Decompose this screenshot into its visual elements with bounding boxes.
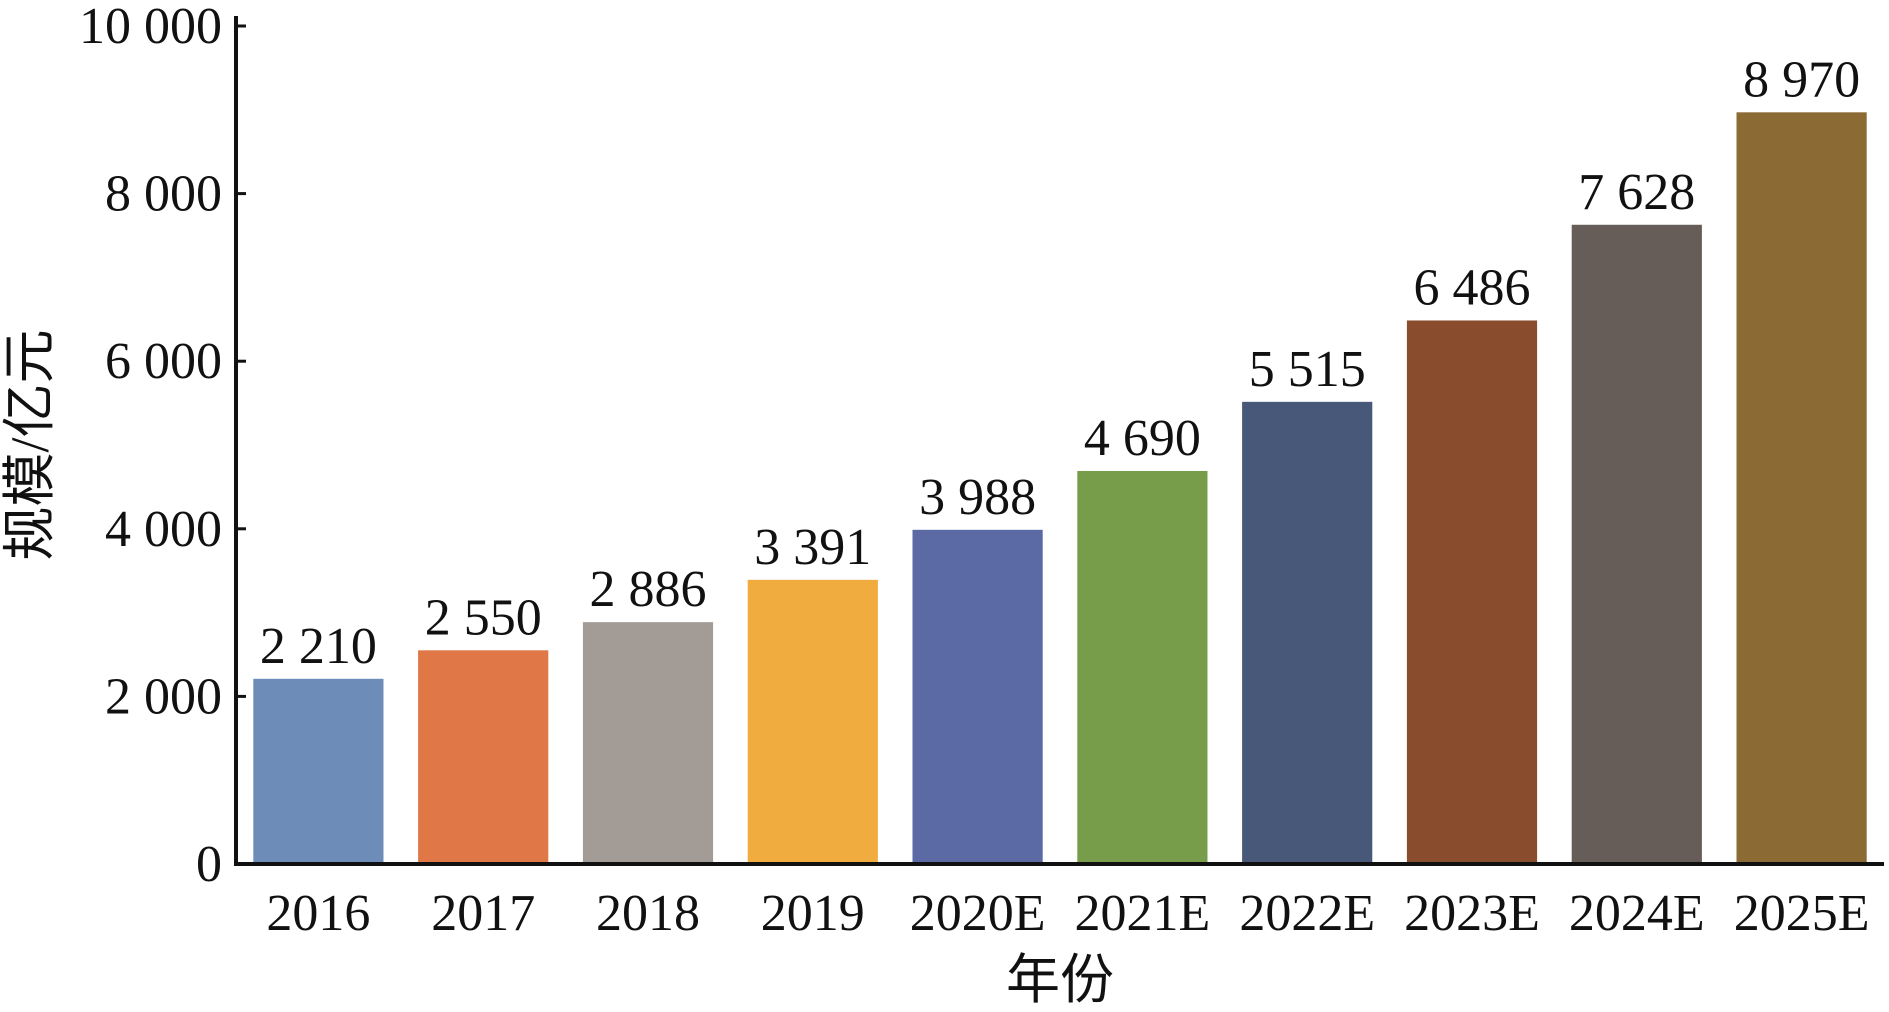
bar-2019 xyxy=(747,579,878,864)
bar-value-label: 2 550 xyxy=(425,589,542,646)
y-tick-label: 6 000 xyxy=(105,333,222,390)
x-tick-label: 2019 xyxy=(761,885,865,942)
bar-value-label: 5 515 xyxy=(1249,341,1366,398)
x-tick-label: 2025E xyxy=(1734,885,1870,942)
y-tick-label: 0 xyxy=(196,836,222,893)
x-tick-label: 2017 xyxy=(431,885,535,942)
y-axis-ticks: 0 2 000 4 000 6 000 8 000 10 000 xyxy=(79,0,246,893)
y-tick-label: 2 000 xyxy=(105,668,222,725)
bar-value-labels: 2 210 2 550 2 886 3 391 3 988 4 690 5 515 6 486… xyxy=(260,51,1860,674)
x-axis-title: 年份 xyxy=(1006,950,1114,1010)
bar-value-label: 2 210 xyxy=(260,618,377,675)
bar-value-label: 4 690 xyxy=(1084,410,1201,467)
y-tick-label: 10 000 xyxy=(79,0,222,55)
x-tick-label: 2024E xyxy=(1569,885,1705,942)
x-tick-label: 2016 xyxy=(266,885,370,942)
x-axis-tick-labels: 2016 2017 2018 2019 2020E 2021E 2022E 2023E 2024… xyxy=(266,885,1869,942)
x-tick-label: 2021E xyxy=(1075,885,1211,942)
bar-value-label: 3 391 xyxy=(754,519,871,576)
x-tick-label: 2018 xyxy=(596,885,700,942)
bar-2023E xyxy=(1406,320,1538,864)
bar-2024E xyxy=(1571,224,1702,864)
bar-value-label: 6 486 xyxy=(1414,259,1531,316)
bar-value-label: 3 988 xyxy=(919,469,1036,526)
x-tick-label: 2023E xyxy=(1404,885,1540,942)
x-tick-label: 2022E xyxy=(1239,885,1375,942)
y-tick-label: 8 000 xyxy=(105,166,222,223)
y-axis-title: 规模/亿元 xyxy=(0,329,60,560)
bar-value-label: 2 886 xyxy=(590,561,707,618)
bar-2025E xyxy=(1736,112,1867,864)
bar-2016 xyxy=(253,678,384,864)
bars xyxy=(253,112,1867,864)
bar-2017 xyxy=(418,650,549,864)
bar-2020E xyxy=(912,529,1043,864)
bar-value-label: 8 970 xyxy=(1743,51,1860,108)
y-tick-label: 4 000 xyxy=(105,501,222,558)
bar-2022E xyxy=(1242,401,1373,864)
bar-2021E xyxy=(1077,470,1208,864)
bar-2018 xyxy=(582,622,714,864)
x-tick-label: 2020E xyxy=(910,885,1046,942)
bar-value-label: 7 628 xyxy=(1578,164,1695,221)
